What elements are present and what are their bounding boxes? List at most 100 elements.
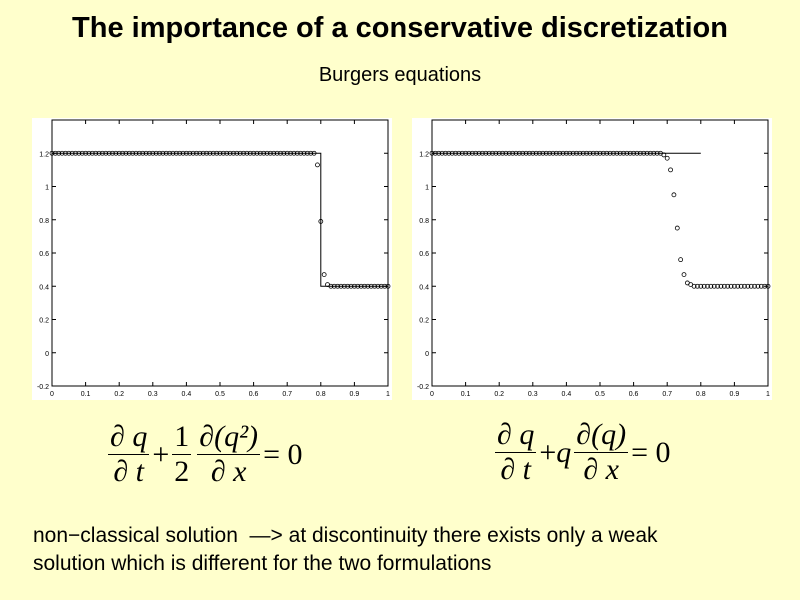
numerical-point [762,283,768,289]
numerical-point [59,150,65,156]
numerical-point [365,283,371,289]
numerical-point [668,167,673,173]
fraction: ∂ q ∂ t [108,420,150,489]
numerical-point [429,150,435,156]
numerical-point [624,150,630,156]
numerical-point [597,150,603,156]
numerical-point [577,150,583,156]
numerical-point [691,283,697,289]
numerical-point [264,150,270,156]
numerical-point [506,150,512,156]
slide-subtitle: Burgers equations [318,64,482,86]
numerical-point [251,150,257,156]
numerical-point [698,283,704,289]
numerical-point [453,150,458,156]
plus-sign: + [539,435,557,469]
numerical-point [715,283,721,289]
numerical-point [187,150,193,156]
numerical-point [654,150,660,156]
numerical-point [446,150,452,156]
numerical-point [311,150,317,156]
numerical-point [469,150,475,156]
numerical-point [89,150,95,156]
numerical-point [83,150,88,156]
fraction: ∂(q²) ∂ x [197,420,261,489]
numerical-point [160,150,166,156]
numerical-point [328,283,334,289]
conclusion-note: non−classical solution —> at discontinui… [33,522,793,578]
numerical-point [140,150,146,156]
y-tick-label: 0.4 [419,284,429,291]
numerical-point [436,150,442,156]
numerical-point [143,150,149,156]
chart-svg: 0 0.1 0.2 0.3 0.4 0.5 0.6 0.7 0.8 0.9 1-0.200.20.4… [32,118,392,400]
numerical-point [483,150,489,156]
numerical-point [355,283,361,289]
y-tick-label: 0 [45,351,49,358]
numerical-point [617,150,623,156]
numerical-point [530,150,536,156]
x-tick-label: 0.5 [215,391,225,398]
y-tick-label: 0.4 [39,284,49,291]
numerical-point [173,150,179,156]
numerical-point [163,150,169,156]
numerical-point [500,150,505,156]
numerical-point [362,283,367,289]
numerical-point [177,150,183,156]
numerical-point [110,150,115,156]
numerical-point [348,283,354,289]
numerical-point [752,283,757,289]
numerical-point [190,150,196,156]
numerical-point [284,150,290,156]
note-line: non−classical solution —> at discontinui… [33,524,658,547]
numerical-point [590,150,596,156]
y-tick-label: -0.2 [37,384,49,391]
numerical-point [721,283,727,289]
numerical-point [106,150,112,156]
numerical-point [711,283,717,289]
numerical-point [466,150,472,156]
numerical-point [553,150,559,156]
y-tick-label: 0.2 [419,318,429,325]
numerical-point [651,150,657,156]
coefficient: q [556,435,572,469]
numerical-point [631,150,637,156]
numerical-point [647,150,653,156]
numerical-point [341,283,347,289]
numerical-point [49,150,55,156]
numerical-point [73,150,78,156]
numerical-point [476,150,482,156]
y-tick-label: 0.8 [39,218,49,225]
numerical-point [456,150,462,156]
numerical-point [207,150,213,156]
numerical-point [133,150,139,156]
numerator: ∂ q [495,418,537,453]
numerical-point [634,150,640,156]
numerical-point [537,150,542,156]
x-tick-label: 0.4 [182,391,192,398]
numerical-point [678,257,684,263]
numerical-point [351,283,357,289]
x-tick-label: 0.1 [461,391,471,398]
numerical-point [52,150,58,156]
numerical-point [66,150,72,156]
numerical-point [725,283,731,289]
numerical-point [496,150,502,156]
numerical-point [130,150,136,156]
numerical-point [224,150,230,156]
numerical-point [96,150,102,156]
numerical-point [69,150,75,156]
numerical-point [621,150,626,156]
numerical-point [758,283,764,289]
plus-sign: + [152,437,170,471]
numerical-point [731,283,737,289]
numerical-point [237,150,243,156]
y-tick-label: 0.8 [419,218,429,225]
chart-nonconservative: 0 0.1 0.2 0.3 0.4 0.5 0.6 0.7 0.8 0.9 1 -0.2 0 0.2 0.4… [412,118,772,400]
numerical-point [748,283,754,289]
x-tick-label: 0.3 [148,391,158,398]
numerical-point [523,150,529,156]
numerical-point [742,283,747,289]
numerical-point [600,150,606,156]
numerical-point [540,150,546,156]
